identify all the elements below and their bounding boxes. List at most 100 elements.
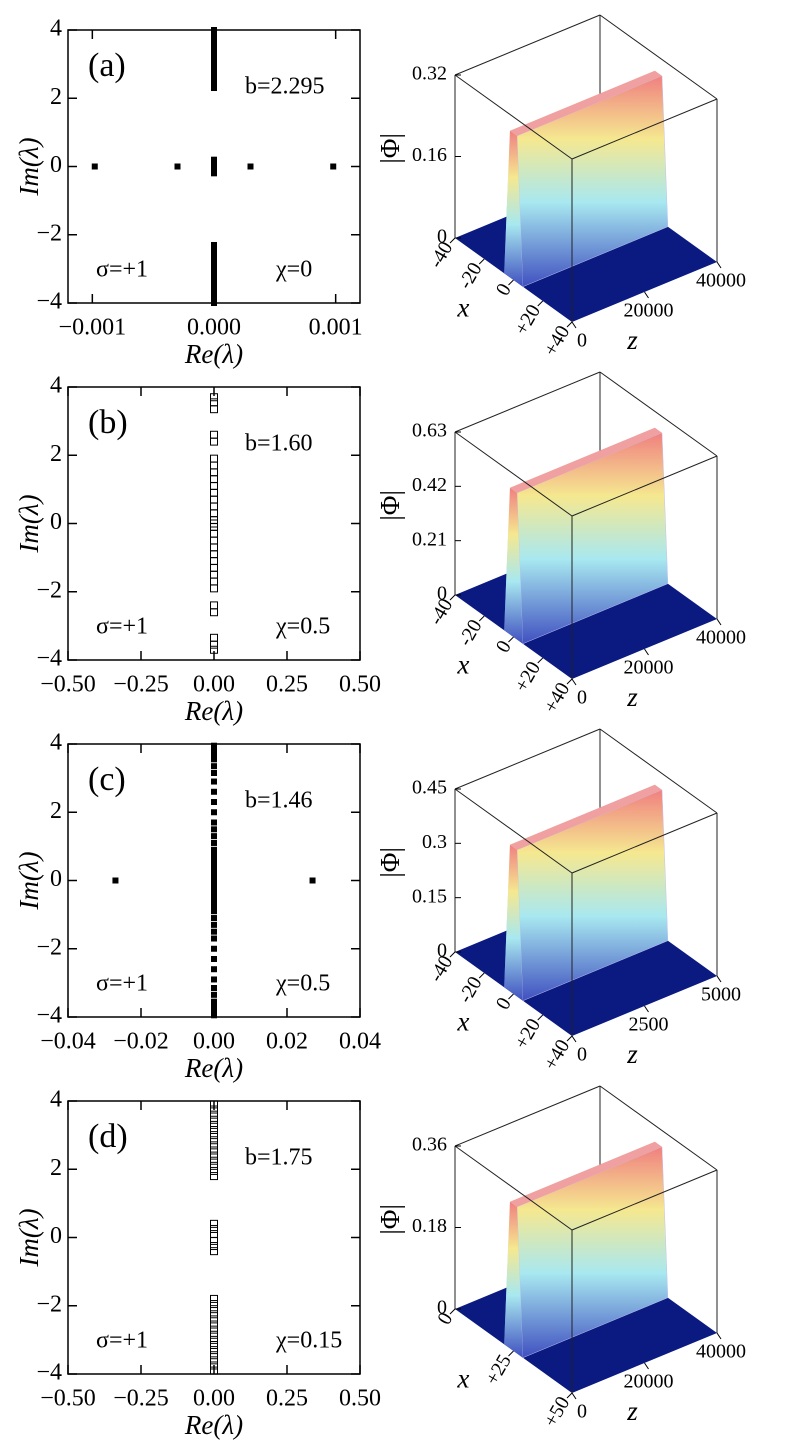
eigenvalue-point [210,1315,218,1324]
eigenvalue-point [210,1120,218,1129]
y-tick-label: 40000 [696,1341,746,1363]
eigenvalue-point [211,935,217,942]
eigenvalue-point [210,1247,218,1256]
eigenvalue-point [210,529,218,538]
eigenvalue-point [211,826,217,833]
eigenvalue-point [211,770,217,777]
eigenvalue-point [210,1294,218,1303]
eigenvalue-point [211,1012,217,1019]
x-tick-label: -40 [425,595,457,629]
x-tick [566,321,573,328]
eigenvalue-point [210,1242,218,1251]
y-tick [644,1362,649,1370]
y-tick [644,648,649,656]
eigenvalue-point [211,877,217,884]
z-tick-label: 0.3 [422,831,447,853]
eigenvalue-point [210,1219,218,1228]
y-axis-label: Im(λ) [14,494,44,553]
x-axis-label: Re(λ) [184,339,243,369]
z-tick-label: 0.32 [412,63,447,85]
wall-top [509,784,663,850]
eigenvalue-point [210,1115,218,1124]
y-tick-label: 20000 [624,1371,674,1393]
x-tick-label: -20 [454,616,486,650]
y-tick-label: 40000 [696,627,746,649]
eigenvalue-point [210,454,218,463]
eigenvalue-point [247,163,254,170]
eigenvalue-point [210,1131,218,1140]
eigenvalue-point [210,1100,218,1109]
x-tick-label: -20 [454,259,486,293]
y-tick-label: 0 [50,509,62,535]
y-tick-label: 0 [50,152,62,178]
y-tick-label: −4 [36,646,62,672]
z-tick-label: 0.21 [412,528,447,550]
z-tick-label: 0.42 [412,474,447,496]
y-tick-label: 5000 [701,984,741,1006]
z-tick-label: 0.36 [412,1134,447,1156]
y-tick-label: −4 [36,1360,62,1386]
y-tick-label: −2 [36,934,62,960]
eigenvalue-point [210,405,218,414]
z-tick-label: 0 [437,583,447,605]
eigenvalue-point [211,839,217,846]
y-axis-label: Im(λ) [14,851,44,910]
x-axis-label: Re(λ) [184,1053,243,1083]
eigenvalue-point [210,430,218,439]
x-tick-label: 0.50 [339,672,381,698]
eigenvalue-point [210,1330,218,1339]
y-tick-label: 0 [50,1223,62,1249]
annotation: χ=0 [275,257,312,283]
eigenvalue-point [211,799,217,806]
panel-label: (c) [88,761,126,798]
x-tick-label: +40 [540,1036,575,1074]
eigenvalue-point [211,833,217,840]
x-tick-label: 0.00 [193,672,235,698]
eigenvalue-point [330,163,337,170]
eigenvalue-point [211,984,217,991]
eigenvalue-point [211,156,217,163]
z-tick-label: 0.16 [412,144,447,166]
eigenvalue-point [211,882,217,889]
box-edge [454,728,601,790]
x-tick-label: 0 [492,637,516,657]
eigenvalue-point [210,1105,218,1114]
wall-front [504,844,523,1001]
eigenvalue-point [211,756,217,763]
panel-label: (d) [88,1118,128,1155]
eigenvalue-point [210,1110,218,1119]
eigenvalue-point [211,751,217,758]
eigenvalue-point [211,908,217,915]
y-tick-label: −4 [36,1003,62,1029]
y-tick-label: 0 [50,866,62,892]
z-tick-label: 0 [437,226,447,248]
y-tick-label: 0 [577,330,587,352]
z-tick-label: 0.63 [412,420,447,442]
z-tick-label: 0.15 [412,885,447,907]
y-tick-label: −4 [36,289,62,315]
eigenvalue-point [211,27,217,33]
eigenvalue-point [210,1335,218,1344]
y-tick-label: −2 [36,1291,62,1317]
box-edge [454,14,601,76]
x-tick [449,237,456,244]
z-axis-label: |Φ| [375,490,405,521]
eigenvalue-point [210,633,218,642]
wall-front [504,1201,523,1358]
eigenvalue-point [210,563,218,572]
eigenvalue-point [211,887,217,894]
eigenvalue-point [210,550,218,559]
y-tick [644,291,649,299]
eigenvalue-point [210,608,218,617]
eigenvalue-point [210,461,218,470]
y-tick [716,261,722,269]
eigenvalue-point [309,877,316,884]
box-edge [454,1145,573,1231]
eigenvalue-point [211,872,217,879]
x-tick [566,1035,573,1042]
x-tick [478,258,485,265]
eigenvalue-point [210,1305,218,1314]
x-axis-label: Re(λ) [184,696,243,726]
x-tick [537,1014,544,1021]
